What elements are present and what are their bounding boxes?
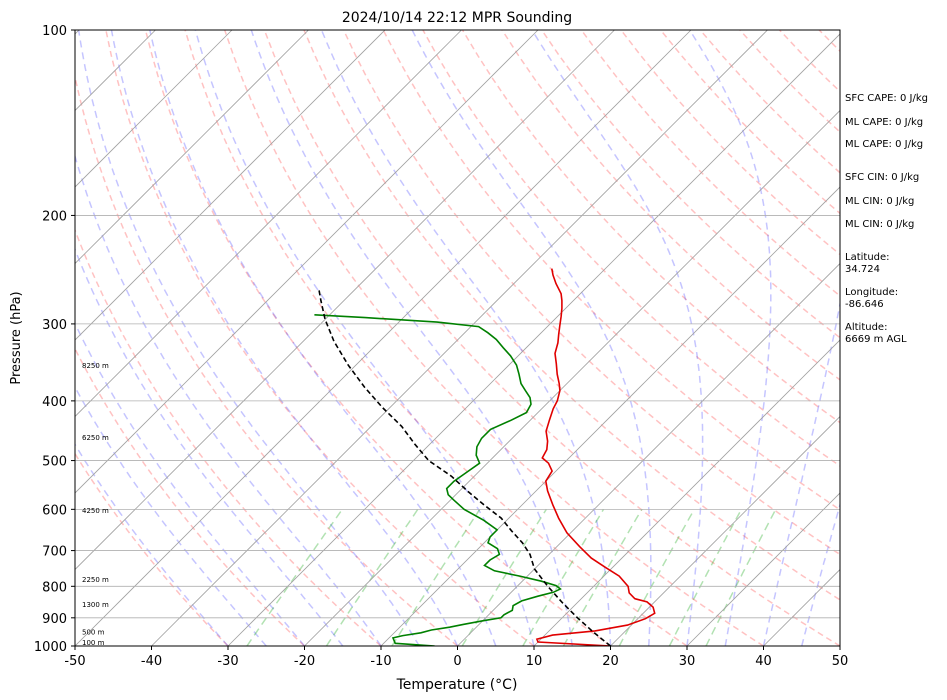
- isotherm-line: [75, 30, 615, 571]
- sfc-cape-text: SFC CAPE: 0 J/kg: [845, 93, 928, 104]
- y-tick-label: 600: [42, 503, 67, 518]
- x-tick-label: -50: [64, 654, 85, 669]
- plot-frame: [74, 29, 841, 647]
- isotherm-line: [533, 339, 840, 646]
- dry-adiabat-line: [263, 30, 840, 646]
- dry-adiabat-line: [75, 347, 306, 646]
- isotherm-line: [304, 109, 840, 646]
- isotherm-line: [0, 30, 3, 646]
- y-tick-label: 300: [42, 318, 67, 333]
- moist-adiabat-line: [689, 30, 772, 646]
- ml-cin-text-2: ML CIN: 0 J/kg: [845, 219, 915, 230]
- dry-adiabat-line: [75, 452, 229, 646]
- height-label: 2250 m: [82, 576, 109, 584]
- moist-adiabat-line: [320, 30, 612, 646]
- isotherm-line: [75, 30, 233, 188]
- isotherm-line: [151, 30, 768, 646]
- isotherm-line: [75, 30, 692, 646]
- series-line-2: [317, 287, 612, 646]
- moist-adiabat-line: [250, 30, 574, 646]
- x-axis-label: Temperature (°C): [396, 677, 518, 693]
- dry-adiabat-line: [75, 73, 458, 646]
- x-tick-label: -30: [217, 654, 238, 669]
- y-tick-label: 500: [42, 455, 67, 470]
- ml-cape-text: ML CAPE: 0 J/kg: [845, 117, 924, 128]
- isotherm-line: [610, 415, 840, 646]
- isotherm-line: [75, 30, 539, 494]
- sfc-cin-text: SFC CIN: 0 J/kg: [845, 172, 920, 183]
- moist-adiabat-line: [75, 247, 344, 646]
- x-tick-label: 50: [832, 654, 849, 669]
- isotherm-line: [686, 492, 840, 646]
- dry-adiabat-line: [75, 228, 382, 646]
- y-tick-label: 700: [42, 545, 67, 560]
- moist-adiabat-line: [149, 30, 497, 646]
- dry-adiabat-line: [144, 30, 611, 646]
- isotherm-line: [227, 33, 840, 646]
- isotherm-line: [380, 186, 840, 646]
- x-tick-label: -40: [141, 654, 162, 669]
- x-tick-label: 40: [755, 654, 772, 669]
- x-tick-label: 10: [526, 654, 543, 669]
- mixing-ratio-line: [522, 508, 605, 646]
- y-tick-label: 200: [42, 209, 67, 224]
- longitude-label: Longitude:: [845, 287, 899, 298]
- mixing-ratio-line: [668, 508, 742, 646]
- x-tick-label: -10: [370, 654, 391, 669]
- moist-adiabat-line: [531, 30, 704, 646]
- y-axis-label: Pressure (hPa): [9, 291, 24, 384]
- x-tick-label: 20: [602, 654, 619, 669]
- mixing-ratio-line: [705, 508, 777, 646]
- isotherm-line: [75, 30, 462, 418]
- altitude-value: 6669 m AGL: [845, 334, 907, 345]
- y-tick-label: 400: [42, 395, 67, 410]
- dry-adiabat-line: [580, 30, 840, 297]
- dry-adiabat-line: [422, 30, 840, 467]
- isotherm-line: [75, 30, 309, 265]
- x-tick-label: 0: [453, 654, 461, 669]
- ml-cape-text-2: ML CAPE: 0 J/kg: [845, 139, 924, 150]
- latitude-value: 34.724: [845, 264, 880, 275]
- dry-adiabat-line: [105, 30, 535, 646]
- isotherm-line: [75, 30, 386, 341]
- moist-adiabat-line: [75, 443, 229, 646]
- dry-adiabat-line: [184, 30, 688, 646]
- longitude-value: -86.646: [845, 299, 884, 310]
- isotherm-line: [457, 262, 840, 646]
- dry-adiabat-line: [382, 30, 840, 511]
- mixing-ratio-line: [461, 508, 547, 646]
- series-line-0: [535, 268, 656, 646]
- dry-adiabat-line: [303, 30, 840, 601]
- height-label: 8250 m: [82, 362, 109, 370]
- y-tick-label: 800: [42, 580, 67, 595]
- latitude-label: Latitude:: [845, 252, 890, 263]
- height-label: 6250 m: [82, 434, 109, 442]
- ml-cin-text: ML CIN: 0 J/kg: [845, 196, 915, 207]
- dry-adiabat-line: [342, 30, 840, 556]
- x-tick-label: -20: [294, 654, 315, 669]
- height-label: 1300 m: [82, 601, 109, 609]
- height-label: 500 m: [82, 628, 105, 636]
- moist-adiabat-line: [75, 385, 267, 646]
- moist-adiabat-line: [75, 153, 382, 646]
- x-tick-label: 30: [679, 654, 696, 669]
- chart-title: 2024/10/14 22:12 MPR Sounding: [342, 10, 572, 26]
- y-tick-label: 900: [42, 612, 67, 627]
- mixing-ratio-line: [246, 508, 343, 646]
- mixing-ratio-line: [391, 508, 481, 646]
- moist-adiabat-line: [110, 30, 459, 646]
- altitude-label: Altitude:: [845, 322, 888, 333]
- mixing-ratio-line: [325, 508, 419, 646]
- height-label: 100 m: [82, 639, 105, 647]
- moist-adiabat-line: [75, 321, 306, 646]
- height-label: 4250 m: [82, 507, 109, 515]
- y-tick-label: 100: [42, 24, 67, 39]
- series-line-1: [314, 314, 562, 646]
- moist-adiabat-line: [411, 30, 652, 646]
- y-tick-label: 1000: [34, 640, 67, 655]
- moist-adiabat-line: [194, 30, 535, 646]
- moist-adiabat-line: [77, 30, 420, 646]
